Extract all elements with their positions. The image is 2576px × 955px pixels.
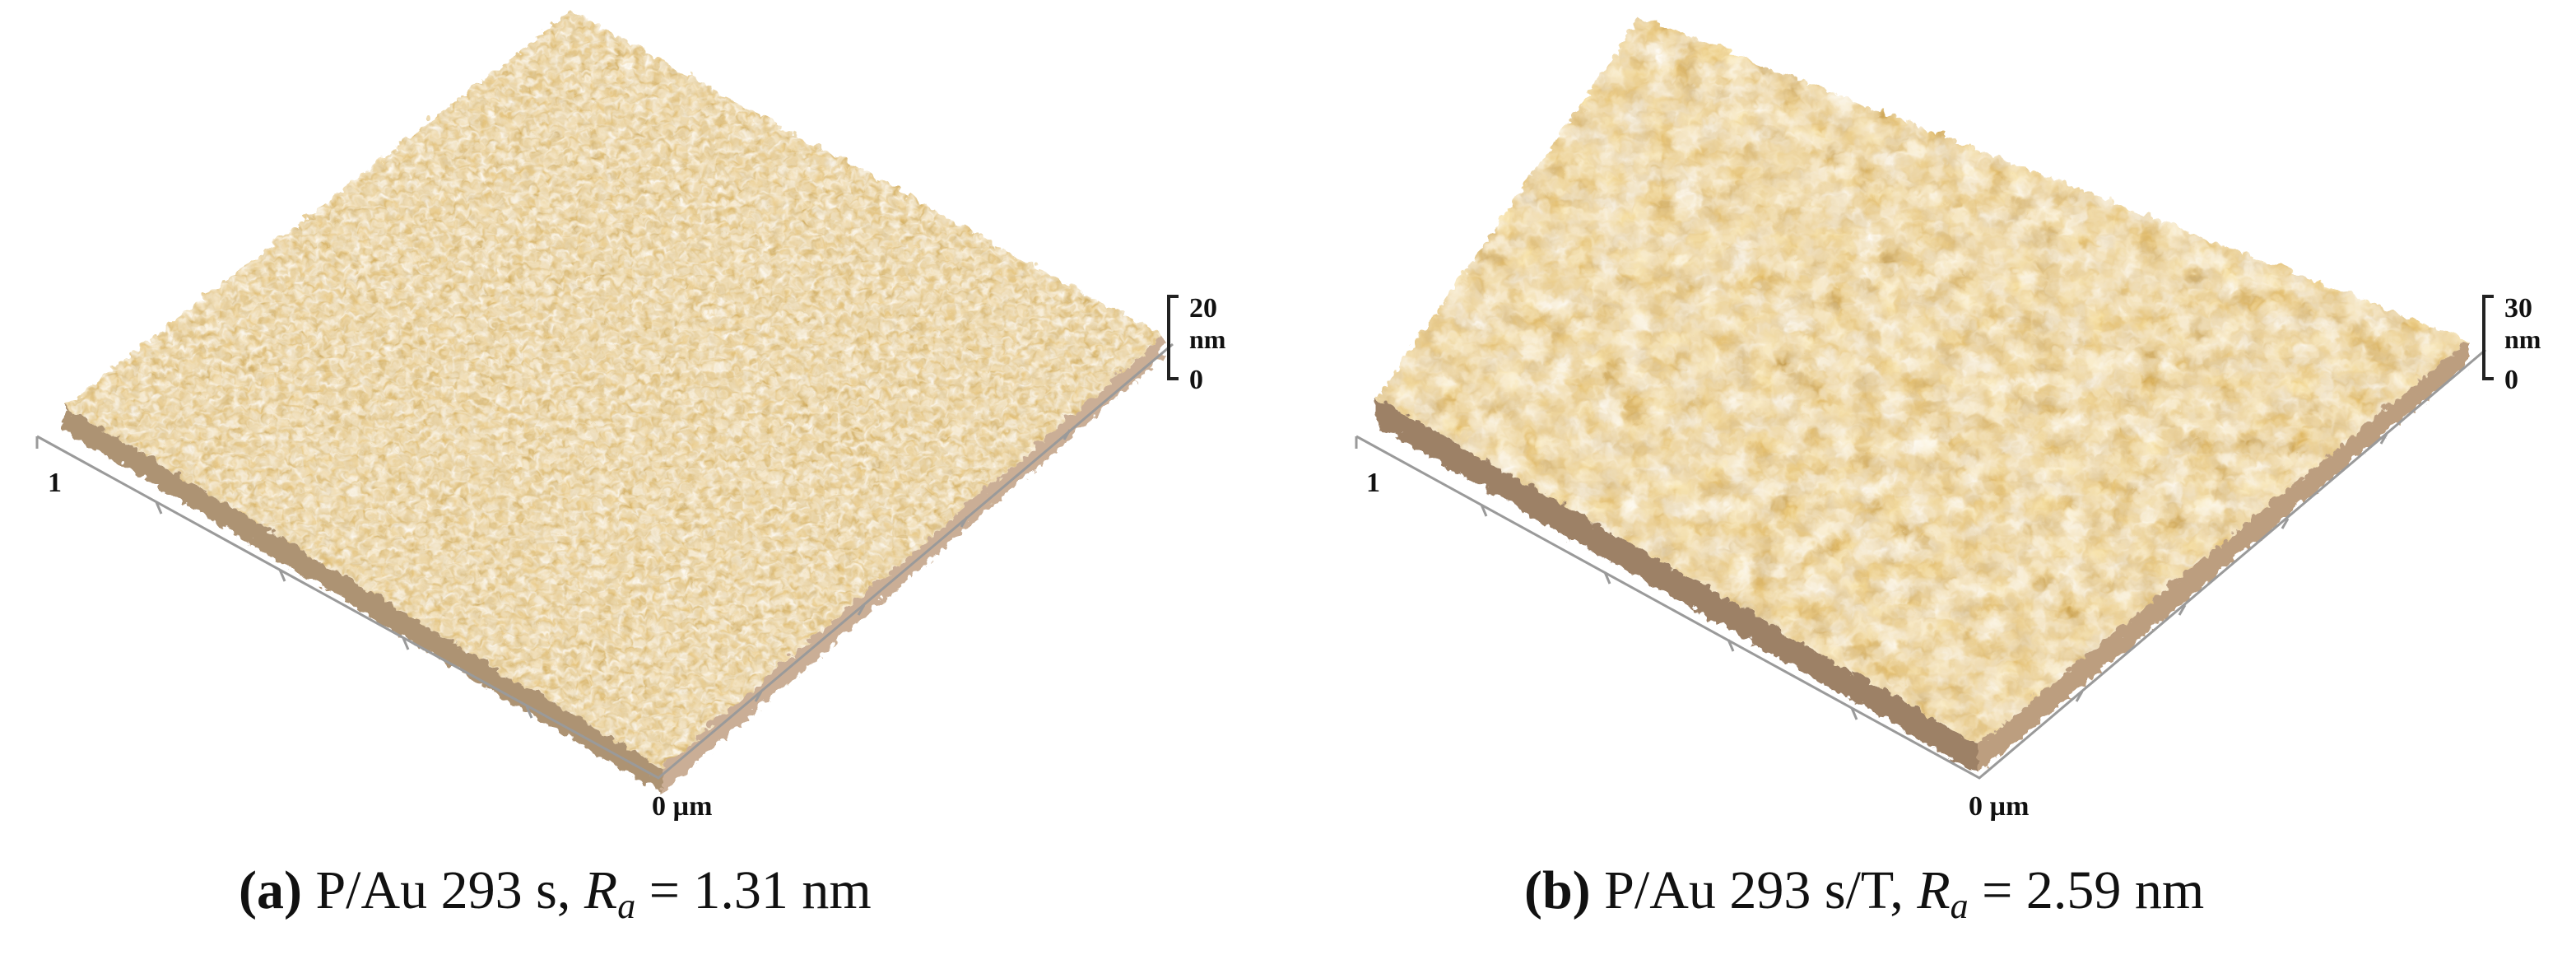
axis-tick [1850,707,1858,720]
axis-tick [1603,571,1611,585]
z-scale-unit-a: nm [1189,324,1226,354]
z-scale-max-a: 20 [1189,293,1217,324]
axis-tick [402,637,410,650]
axis-tick [960,516,969,528]
z-scale-bar-b [2482,295,2494,380]
z-scale-min-b: 0 [2504,365,2518,395]
corner-label-b: 1 [1366,468,1380,498]
z-scale-max-b: 30 [2504,293,2532,324]
axis-tick [2178,604,2187,616]
axis-tick [1480,504,1488,517]
z-scale-unit-b: nm [2504,324,2541,354]
corner-label-a: 1 [48,468,62,498]
axis-tick [754,691,763,702]
caption-b: (b) P/Au 293 s/T, Ra = 2.59 nm [1524,860,2204,926]
axis-tick [1727,639,1735,652]
z-scale-min-a: 0 [1189,365,1203,395]
origin-label-a: 0 µm [652,791,712,822]
afm-surface-a [62,8,1160,790]
x-axis-line-a [36,342,1174,780]
axis-tick [155,501,163,515]
axis-tick [857,604,866,616]
axis-tick [2379,433,2388,445]
origin-label-b: 0 µm [1969,791,2029,822]
axis-tick [525,706,533,719]
panel-b: 30 nm 0 1 0 µm (b) P/Au 293 s/T, Ra = 2.… [1355,15,2541,926]
caption-a: (a) P/Au 293 s, Ra = 1.31 nm [239,860,872,926]
axis-tick [278,569,286,582]
axis-tick [2075,691,2084,702]
afm-surface-b [1374,15,2465,770]
axis-tick [1062,429,1072,440]
panel-a: 20 nm 0 1 0 µm (a) P/Au 293 s, Ra = 1.31… [35,8,1226,926]
axis-tick [2281,518,2290,529]
z-scale-bar-a [1167,295,1179,380]
x-axis-line-b [1355,348,2486,780]
